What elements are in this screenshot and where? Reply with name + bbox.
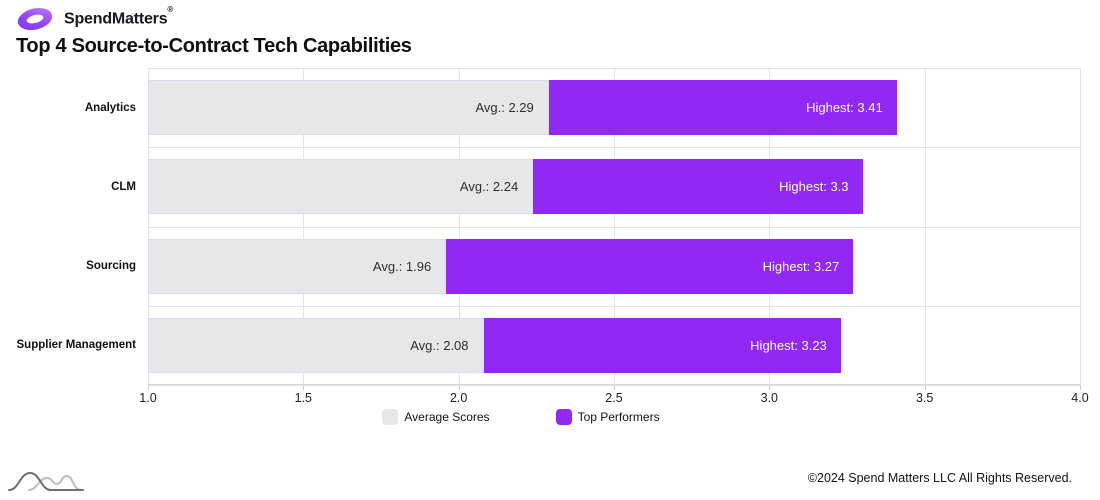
axis-tick — [614, 385, 615, 390]
axis-tick-label: 2.5 — [605, 391, 623, 405]
x-axis-line — [148, 384, 1080, 385]
axis-tick — [148, 385, 149, 390]
bar-average: Avg.: 2.29 — [148, 80, 549, 136]
axis-tick — [924, 385, 926, 390]
spendmatters-swirl-icon — [17, 7, 53, 31]
gridline-horizontal — [148, 305, 1080, 307]
bar-average-label: Avg.: 1.96 — [372, 258, 432, 274]
axis-tick — [769, 385, 771, 390]
bar-top-performer: Highest: 3.23 — [483, 317, 841, 373]
bar-average-label: Avg.: 2.08 — [410, 337, 469, 353]
category-label: CLM — [111, 180, 136, 193]
legend-swatch — [382, 409, 399, 425]
bar-top-performer-label: Highest: 3.27 — [762, 258, 840, 274]
axis-tick-label: 1.5 — [294, 391, 313, 405]
bar-top-performer-label: Highest: 3.41 — [806, 100, 883, 116]
legend-label: Average Scores — [404, 410, 490, 424]
bar-average-label: Avg.: 2.24 — [459, 179, 519, 195]
bar-top-performer: Highest: 3.27 — [446, 238, 854, 294]
bar-top-performer-label: Highest: 3.3 — [779, 179, 849, 195]
gridline-horizontal — [148, 147, 1080, 149]
gridline-vertical — [1080, 68, 1081, 385]
x-axis: 1.0 1.5 2.0 2.5 3.0 3.5 4.0 — [139, 385, 1089, 409]
bar-average: Avg.: 2.24 — [148, 159, 534, 215]
page-title: Top 4 Source-to-Contract Tech Capabiliti… — [16, 35, 412, 57]
axis-tick-label: 3.5 — [915, 391, 934, 405]
legend-swatch — [555, 409, 572, 425]
copyright-text: ©2024 Spend Matters LLC All Rights Reser… — [807, 471, 1072, 485]
bar-top-performer-label: Highest: 3.23 — [750, 337, 827, 353]
category-label: Analytics — [84, 101, 136, 114]
bar-average: Avg.: 1.96 — [148, 238, 447, 294]
bar-average: Avg.: 2.08 — [148, 317, 484, 373]
chart-legend: Average Scores Top Performers — [0, 409, 1071, 425]
plot-area: Avg.: 2.29 Highest: 3.41 Avg.: 2.24 Highest… — [148, 68, 1081, 386]
bar-top-performer: Highest: 3.41 — [548, 80, 897, 136]
axis-tick-label: 3.0 — [760, 391, 779, 405]
axis-tick — [1080, 385, 1081, 390]
registered-mark: ® — [167, 4, 174, 14]
brand-header: SpendMatters® — [14, 5, 173, 32]
brand-name: SpendMatters® — [64, 5, 173, 28]
category-label: Supplier Management — [16, 339, 137, 352]
axis-tick-label: 1.0 — [139, 391, 157, 405]
bar-top-performer: Highest: 3.3 — [533, 159, 863, 215]
axis-tick — [303, 385, 305, 390]
axis-tick-label: 2.0 — [449, 391, 468, 405]
brand-text: SpendMatters — [64, 10, 168, 28]
distribution-curves-icon — [8, 471, 84, 491]
axis-tick-label: 4.0 — [1071, 391, 1089, 405]
legend-item: Average Scores — [382, 409, 490, 425]
legend-label: Top Performers — [577, 410, 660, 424]
category-label: Sourcing — [86, 260, 136, 273]
bar-average-label: Avg.: 2.29 — [475, 100, 534, 116]
axis-tick — [458, 385, 460, 390]
category-axis: Analytics CLM Sourcing Supplier Management — [0, 68, 142, 385]
gridline-horizontal — [148, 68, 1080, 69]
legend-item: Top Performers — [555, 409, 660, 425]
gridline-horizontal — [148, 226, 1080, 228]
